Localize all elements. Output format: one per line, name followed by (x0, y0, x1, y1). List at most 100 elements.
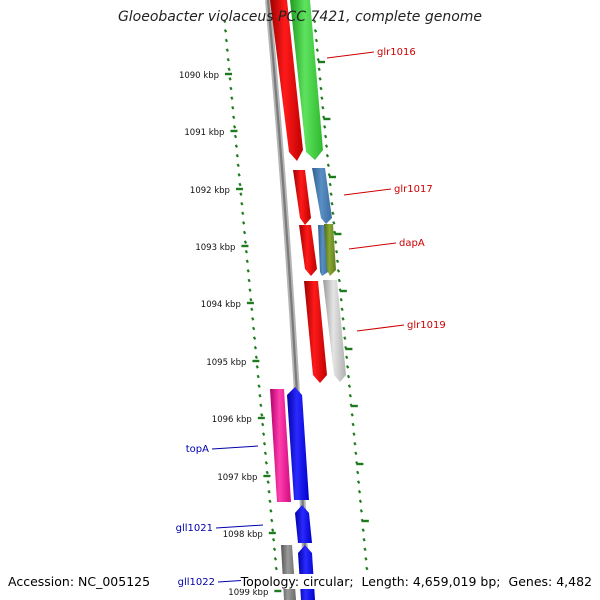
axis-tick-label: 1098 kbp (223, 530, 263, 540)
minor-tick (254, 355, 258, 360)
minor-tick (346, 374, 351, 379)
minor-tick (231, 105, 235, 110)
gene-red-forward-3[interactable] (299, 225, 317, 276)
minor-tick (272, 547, 277, 552)
axis-tick-label: 1095 kbp (206, 358, 246, 368)
minor-tick (316, 57, 320, 62)
minor-tick (228, 77, 232, 81)
minor-tick (253, 345, 258, 350)
minor-tick (259, 403, 263, 408)
page-title: Gloeobacter violaceus PCC 7421, complete… (117, 9, 483, 25)
genome-stats: Topology: circular; Length: 4,659,019 bp… (240, 574, 592, 589)
minor-tick (325, 153, 330, 158)
gene-red-forward-2[interactable] (293, 170, 311, 225)
minor-tick (257, 384, 261, 388)
minor-tick (265, 470, 269, 475)
minor-tick (252, 336, 257, 340)
minor-tick (327, 173, 331, 177)
gene-glr1017-arrow[interactable] (312, 168, 332, 224)
minor-tick (224, 38, 229, 43)
gene-gll1021-arrow[interactable] (295, 505, 312, 543)
minor-tick (364, 557, 368, 561)
minor-tick (223, 19, 227, 24)
label-leader-line (215, 524, 264, 529)
minor-tick (318, 77, 322, 81)
minor-tick (246, 269, 250, 273)
minor-tick (258, 393, 262, 398)
minor-tick (330, 201, 334, 206)
minor-tick (271, 537, 276, 542)
topology-text: Topology: circular; (240, 574, 354, 589)
minor-tick (243, 240, 248, 244)
axis-tick-label: 1097 kbp (217, 473, 257, 483)
minor-tick (241, 211, 245, 216)
label-leader-line (348, 242, 397, 250)
minor-tick (223, 29, 228, 33)
minor-tick (343, 336, 347, 340)
minor-tick (263, 451, 268, 456)
minor-tick (332, 221, 336, 225)
minor-tick (362, 537, 366, 542)
gene-red-forward-1[interactable] (270, 0, 303, 161)
minor-tick (256, 374, 260, 379)
gene-glr1019-arrow[interactable] (323, 280, 346, 382)
minor-tick (348, 393, 352, 398)
gene-red-forward-4[interactable] (304, 281, 327, 383)
gene-label-glr1019[interactable]: glr1019 (407, 320, 446, 331)
minor-tick (266, 480, 270, 484)
gene-label-topA[interactable]: topA (186, 444, 209, 455)
minor-tick (326, 163, 330, 168)
gene-label-glr1016[interactable]: glr1016 (377, 47, 416, 58)
minor-tick (350, 413, 354, 417)
gene-dapA-arrow[interactable] (324, 224, 336, 276)
minor-tick (260, 413, 264, 417)
minor-tick (365, 566, 369, 571)
minor-tick (262, 441, 267, 446)
minor-tick (227, 67, 231, 72)
minor-tick (339, 297, 343, 302)
minor-tick (353, 441, 357, 446)
minor-tick (334, 240, 338, 244)
minor-tick (335, 249, 339, 254)
minor-tick (319, 86, 323, 91)
minor-tick (232, 115, 236, 120)
minor-tick (229, 86, 233, 91)
gene-label-dapA[interactable]: dapA (399, 238, 425, 249)
minor-tick (261, 422, 265, 427)
minor-tick (324, 134, 328, 139)
minor-tick (242, 221, 246, 225)
minor-tick (359, 509, 363, 513)
gene-label-gll1022[interactable]: gll1022 (178, 577, 215, 588)
minor-tick (347, 384, 352, 388)
axis-tick-label: 1093 kbp (195, 243, 235, 253)
minor-tick (342, 326, 346, 331)
minor-tick (313, 19, 317, 24)
label-leader-line (211, 445, 259, 450)
length-text: Length: 4,659,019 bp; (361, 574, 501, 589)
minor-tick (341, 317, 345, 321)
minor-tick (358, 499, 363, 504)
accession-text: Accession: NC_005125 (8, 574, 151, 589)
minor-tick (226, 57, 230, 62)
label-leader-line (326, 51, 375, 59)
gene-glr1016-arrow[interactable] (290, 0, 323, 160)
minor-tick (235, 153, 239, 158)
gene-label-glr1017[interactable]: glr1017 (394, 184, 433, 195)
minor-tick (313, 29, 318, 33)
minor-tick (361, 528, 365, 532)
minor-tick (335, 259, 340, 264)
minor-tick (225, 48, 229, 52)
minor-tick (320, 96, 324, 100)
minor-tick (251, 317, 255, 321)
minor-tick (328, 182, 332, 187)
minor-tick (239, 192, 243, 196)
minor-tick (252, 326, 256, 331)
minor-tick (345, 355, 349, 360)
label-leader-line (356, 324, 405, 332)
minor-tick (262, 432, 266, 436)
gene-topA-arrow[interactable] (270, 389, 291, 502)
minor-tick (267, 489, 271, 494)
gene-blue-reverse-1[interactable] (287, 387, 309, 500)
gene-label-gll1021[interactable]: gll1021 (176, 523, 213, 534)
minor-tick (323, 125, 327, 129)
